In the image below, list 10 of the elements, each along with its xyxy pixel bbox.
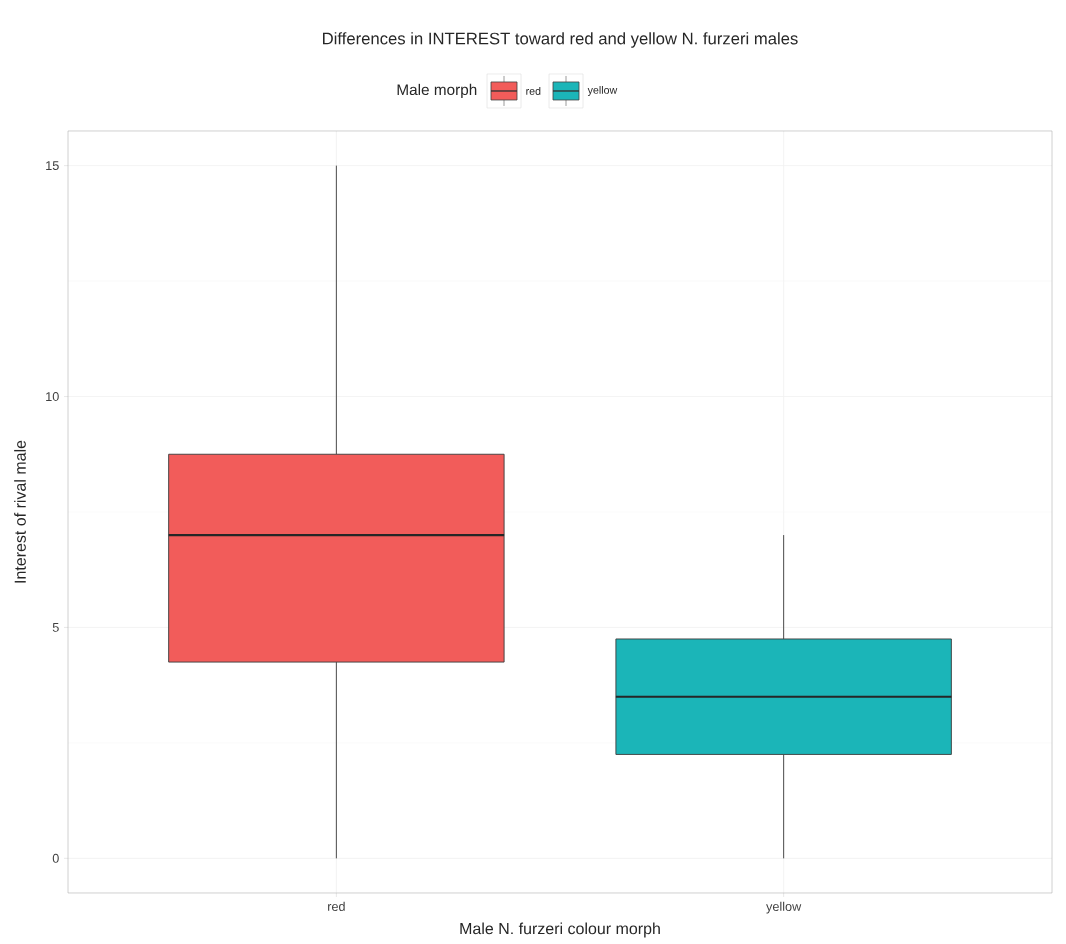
y-tick-label: 10	[46, 392, 59, 402]
chart-title: Differences in INTEREST toward red and yellow N. furzeri males	[323, 32, 798, 48]
legend-title: Male morph	[397, 83, 477, 99]
x-axis-title: Male N. furzeri colour morph	[460, 922, 660, 938]
y-tick-label: 0	[52, 853, 59, 863]
legend-label: red	[526, 87, 541, 95]
y-axis-title: Interest of rival male	[14, 440, 26, 583]
y-tick-label: 5	[52, 623, 59, 632]
legend-label: yellow	[587, 86, 618, 96]
y-tick-label: 15	[46, 161, 59, 171]
